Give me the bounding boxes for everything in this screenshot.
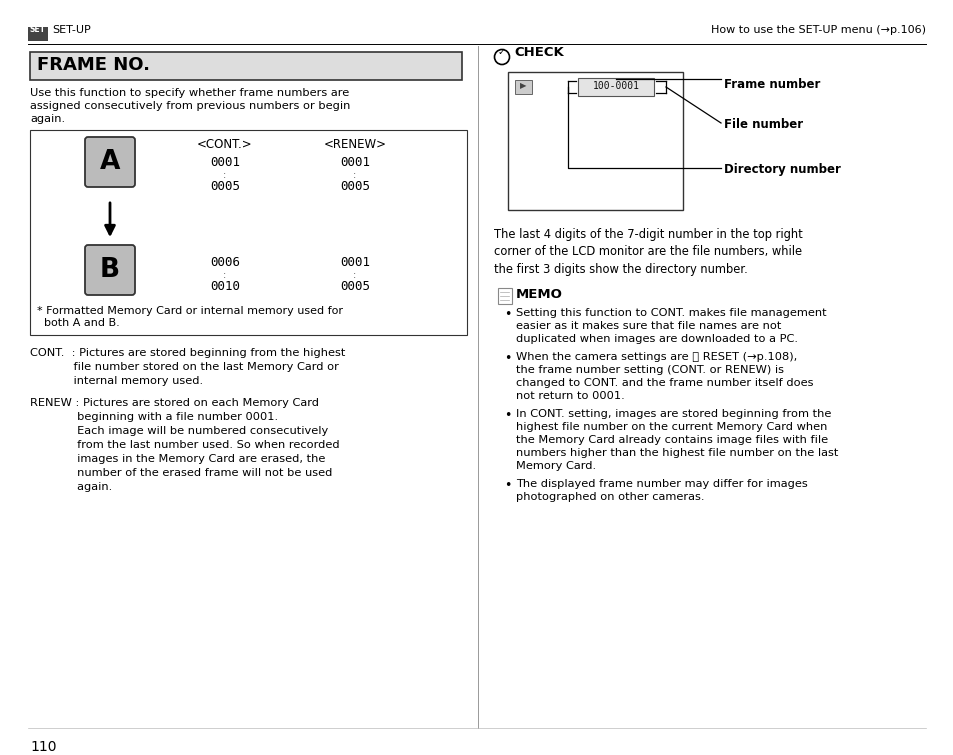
Text: :: :: [353, 270, 356, 280]
Text: 0001: 0001: [339, 156, 370, 169]
Text: Memory Card.: Memory Card.: [516, 461, 596, 471]
FancyBboxPatch shape: [507, 72, 682, 210]
Text: beginning with a file number 0001.: beginning with a file number 0001.: [30, 412, 278, 422]
Text: CHECK: CHECK: [514, 45, 563, 58]
Text: •: •: [503, 308, 511, 321]
Text: photographed on other cameras.: photographed on other cameras.: [516, 492, 703, 502]
Text: FRAME NO.: FRAME NO.: [37, 56, 150, 74]
Text: When the camera settings are ⓢ RESET (→p.108),: When the camera settings are ⓢ RESET (→p…: [516, 352, 797, 362]
Text: from the last number used. So when recorded: from the last number used. So when recor…: [30, 440, 339, 450]
Text: MEMO: MEMO: [516, 288, 562, 301]
Text: Directory number: Directory number: [723, 163, 840, 176]
Text: changed to CONT. and the frame number itself does: changed to CONT. and the frame number it…: [516, 378, 813, 388]
Text: highest file number on the current Memory Card when: highest file number on the current Memor…: [516, 422, 826, 432]
Text: numbers higher than the highest file number on the last: numbers higher than the highest file num…: [516, 448, 838, 458]
FancyBboxPatch shape: [515, 80, 532, 94]
Text: internal memory used.: internal memory used.: [30, 376, 203, 386]
Text: Frame number: Frame number: [723, 78, 820, 91]
Text: ▶: ▶: [519, 82, 526, 91]
Text: 0006: 0006: [210, 256, 240, 269]
Text: number of the erased frame will not be used: number of the erased frame will not be u…: [30, 468, 332, 478]
Text: SET: SET: [30, 26, 46, 35]
Text: :: :: [223, 170, 227, 180]
Text: B: B: [100, 257, 120, 283]
FancyBboxPatch shape: [578, 78, 654, 96]
Text: •: •: [503, 479, 511, 492]
Text: 0001: 0001: [339, 256, 370, 269]
Text: * Formatted Memory Card or internal memory used for
  both A and B.: * Formatted Memory Card or internal memo…: [37, 306, 343, 328]
Text: the frame number setting (CONT. or RENEW) is: the frame number setting (CONT. or RENEW…: [516, 365, 783, 375]
FancyBboxPatch shape: [85, 245, 135, 295]
Text: •: •: [503, 409, 511, 422]
Text: :: :: [223, 270, 227, 280]
Text: 110: 110: [30, 740, 56, 754]
Text: images in the Memory Card are erased, the: images in the Memory Card are erased, th…: [30, 454, 325, 464]
Text: 0005: 0005: [339, 280, 370, 293]
Text: How to use the SET-UP menu (→p.106): How to use the SET-UP menu (→p.106): [710, 25, 925, 35]
Text: not return to 0001.: not return to 0001.: [516, 391, 624, 401]
Text: File number: File number: [723, 118, 802, 131]
Text: file number stored on the last Memory Card or: file number stored on the last Memory Ca…: [30, 362, 338, 372]
Text: RENEW : Pictures are stored on each Memory Card: RENEW : Pictures are stored on each Memo…: [30, 398, 318, 408]
Text: <RENEW>: <RENEW>: [323, 138, 386, 151]
Text: Each image will be numbered consecutively: Each image will be numbered consecutivel…: [30, 426, 328, 436]
Text: •: •: [503, 352, 511, 365]
Text: Use this function to specify whether frame numbers are
assigned consecutively fr: Use this function to specify whether fra…: [30, 88, 350, 125]
Text: 0001: 0001: [210, 156, 240, 169]
Text: A: A: [100, 149, 120, 175]
Text: SET-UP: SET-UP: [52, 25, 91, 35]
Text: The displayed frame number may differ for images: The displayed frame number may differ fo…: [516, 479, 807, 489]
Text: 0010: 0010: [210, 280, 240, 293]
Text: Setting this function to CONT. makes file management: Setting this function to CONT. makes fil…: [516, 308, 825, 318]
Text: the Memory Card already contains image files with file: the Memory Card already contains image f…: [516, 435, 827, 445]
FancyBboxPatch shape: [497, 288, 512, 304]
Text: ✓: ✓: [497, 47, 505, 57]
FancyBboxPatch shape: [85, 137, 135, 187]
FancyBboxPatch shape: [28, 27, 48, 41]
Text: 100-0001: 100-0001: [592, 81, 639, 91]
Text: :: :: [353, 170, 356, 180]
Text: CONT.  : Pictures are stored beginning from the highest: CONT. : Pictures are stored beginning fr…: [30, 348, 345, 358]
Text: 0005: 0005: [210, 180, 240, 193]
Text: easier as it makes sure that file names are not: easier as it makes sure that file names …: [516, 321, 781, 331]
Text: <CONT.>: <CONT.>: [197, 138, 253, 151]
Text: again.: again.: [30, 482, 112, 492]
Text: 0005: 0005: [339, 180, 370, 193]
FancyBboxPatch shape: [30, 52, 461, 80]
Text: In CONT. setting, images are stored beginning from the: In CONT. setting, images are stored begi…: [516, 409, 830, 419]
FancyBboxPatch shape: [30, 130, 467, 335]
Text: duplicated when images are downloaded to a PC.: duplicated when images are downloaded to…: [516, 334, 797, 344]
Text: The last 4 digits of the 7-digit number in the top right
corner of the LCD monit: The last 4 digits of the 7-digit number …: [494, 228, 801, 276]
